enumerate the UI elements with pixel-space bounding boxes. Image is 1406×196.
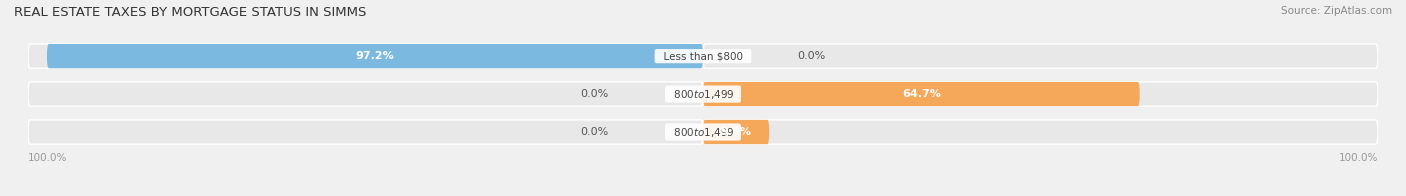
Text: 0.0%: 0.0%	[797, 51, 825, 61]
Text: Source: ZipAtlas.com: Source: ZipAtlas.com	[1281, 6, 1392, 16]
Text: 64.7%: 64.7%	[901, 89, 941, 99]
Text: 97.2%: 97.2%	[356, 51, 395, 61]
FancyBboxPatch shape	[703, 44, 1378, 68]
FancyBboxPatch shape	[28, 120, 703, 144]
FancyBboxPatch shape	[28, 44, 703, 68]
Text: $800 to $1,499: $800 to $1,499	[666, 125, 740, 139]
FancyBboxPatch shape	[28, 82, 703, 106]
FancyBboxPatch shape	[703, 82, 1378, 106]
Text: 9.8%: 9.8%	[720, 127, 752, 137]
FancyBboxPatch shape	[703, 82, 1140, 106]
Text: 0.0%: 0.0%	[581, 127, 609, 137]
Text: $800 to $1,499: $800 to $1,499	[666, 88, 740, 101]
Text: 0.0%: 0.0%	[581, 89, 609, 99]
Text: 100.0%: 100.0%	[28, 153, 67, 163]
Text: 100.0%: 100.0%	[1339, 153, 1378, 163]
Text: REAL ESTATE TAXES BY MORTGAGE STATUS IN SIMMS: REAL ESTATE TAXES BY MORTGAGE STATUS IN …	[14, 6, 367, 19]
Text: Less than $800: Less than $800	[657, 51, 749, 61]
FancyBboxPatch shape	[46, 44, 703, 68]
FancyBboxPatch shape	[703, 120, 769, 144]
FancyBboxPatch shape	[703, 120, 1378, 144]
